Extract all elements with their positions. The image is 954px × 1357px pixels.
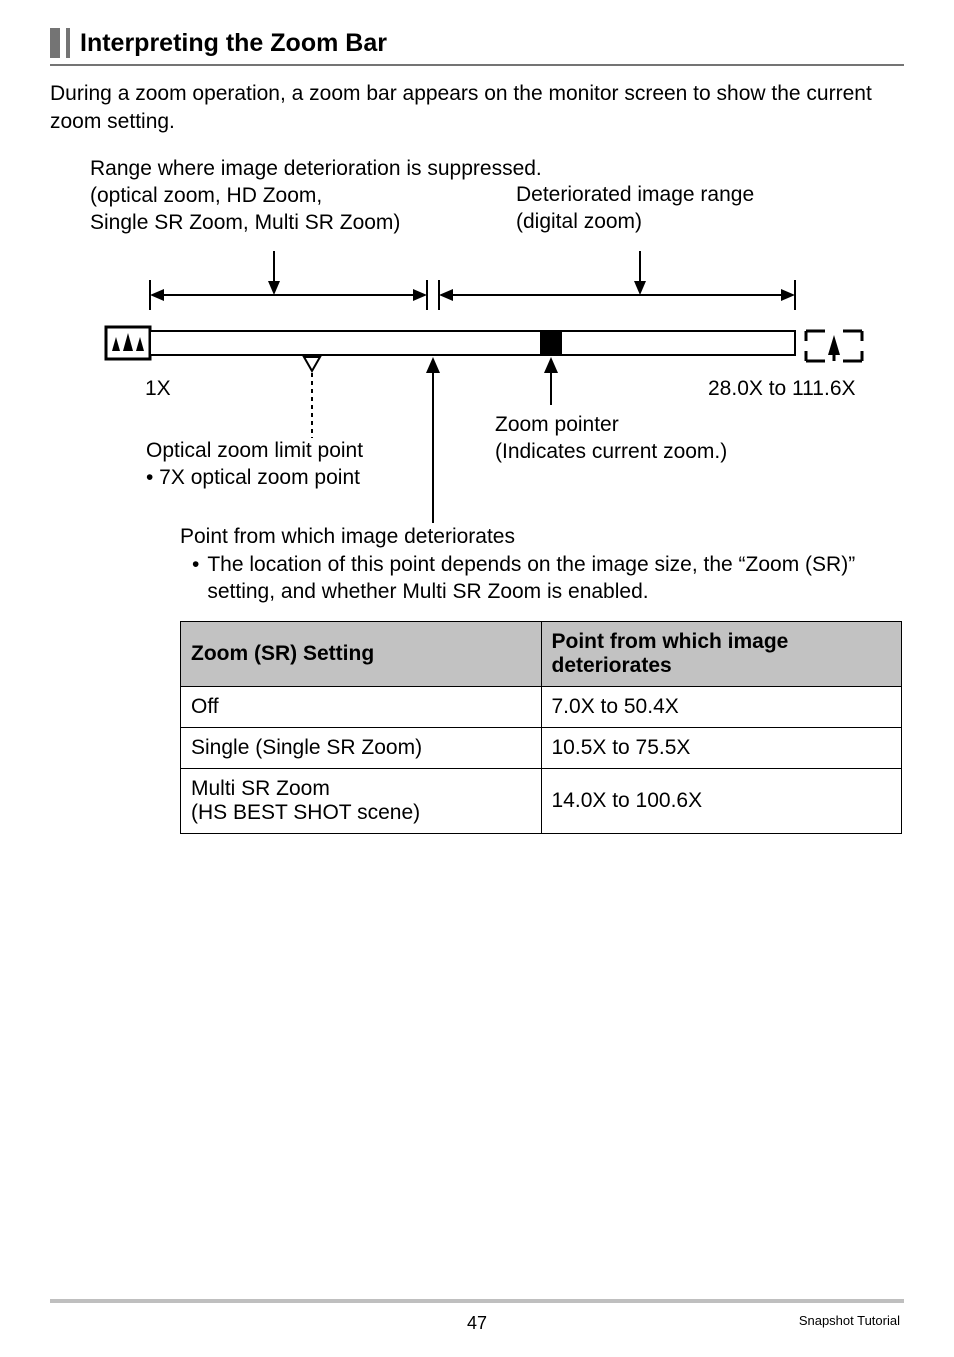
page-footer: 47 Snapshot Tutorial	[0, 1299, 954, 1333]
footer-section-label: Snapshot Tutorial	[799, 1313, 900, 1328]
table-cell-point: 7.0X to 50.4X	[541, 687, 902, 728]
zoom-left-label: 1X	[145, 377, 171, 401]
table-row: Single (Single SR Zoom) 10.5X to 75.5X	[181, 728, 902, 769]
table-header-row: Zoom (SR) Setting Point from which image…	[181, 622, 902, 687]
optical-limit-label: Optical zoom limit point • 7X optical zo…	[146, 437, 363, 492]
table-cell-setting: Off	[181, 687, 542, 728]
table-row: Multi SR Zoom (HS BEST SHOT scene) 14.0X…	[181, 769, 902, 834]
zoom-bar-diagram: Range where image deterioration is suppr…	[90, 155, 904, 495]
deterioration-point-section: Point from which image deteriorates •The…	[180, 525, 904, 606]
heading-text: Interpreting the Zoom Bar	[80, 29, 387, 58]
table-row: Off 7.0X to 50.4X	[181, 687, 902, 728]
deteriorated-range-label: Deteriorated image range (digital zoom)	[516, 181, 754, 236]
table-header-point: Point from which image deteriorates	[541, 622, 902, 687]
intro-paragraph: During a zoom operation, a zoom bar appe…	[50, 80, 904, 137]
suppressed-range-label: Range where image deterioration is suppr…	[90, 155, 542, 237]
zoom-right-label: 28.0X to 111.6X	[708, 377, 856, 401]
table-cell-setting: Single (Single SR Zoom)	[181, 728, 542, 769]
section-heading: Interpreting the Zoom Bar	[50, 28, 904, 66]
footer-divider	[50, 1299, 904, 1303]
deterioration-bullet: •The location of this point depends on t…	[180, 551, 904, 606]
table-cell-point: 10.5X to 75.5X	[541, 728, 902, 769]
heading-accent-thin	[66, 28, 70, 58]
table-cell-setting: Multi SR Zoom (HS BEST SHOT scene)	[181, 769, 542, 834]
deterioration-title: Point from which image deteriorates	[180, 525, 904, 549]
table-cell-point: 14.0X to 100.6X	[541, 769, 902, 834]
heading-accent-thick	[50, 28, 60, 58]
zoom-pointer-label: Zoom pointer (Indicates current zoom.)	[495, 411, 727, 466]
table-header-setting: Zoom (SR) Setting	[181, 622, 542, 687]
zoom-sr-table: Zoom (SR) Setting Point from which image…	[180, 621, 902, 834]
